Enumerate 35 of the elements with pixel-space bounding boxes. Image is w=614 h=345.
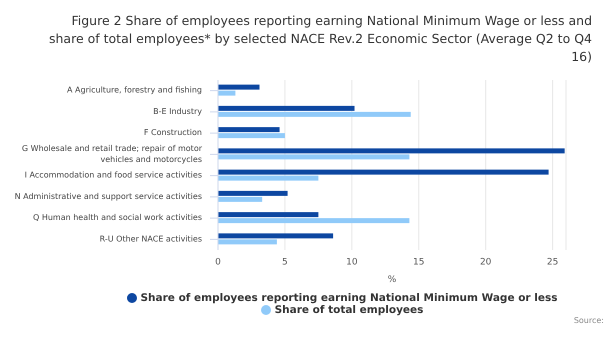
bar <box>218 148 565 154</box>
bar <box>218 233 334 238</box>
bar <box>218 90 236 96</box>
bar <box>218 112 411 117</box>
source-note: Source: <box>572 316 605 325</box>
y-tick-label: F Construction <box>144 128 202 138</box>
legend-label: Share of total employees <box>274 304 424 316</box>
y-tick-label: B-E Industry <box>153 107 202 116</box>
chart-title: Figure 2 Share of employees reporting earning National Minimum Wage or less and share of total employees* by selected NACE Rev.2 Economic Sector (Average Q2 to Q4 16) <box>48 12 593 66</box>
y-tick-label: R-U Other NACE activities <box>100 234 202 244</box>
x-tick-label: 10 <box>346 257 358 268</box>
y-tick-label: A Agriculture, forestry and fishing <box>67 86 202 95</box>
bar <box>218 190 288 196</box>
x-tick-label: 15 <box>413 257 424 268</box>
bar <box>218 196 262 202</box>
x-tick-label: 0 <box>215 257 222 268</box>
bar <box>218 218 410 224</box>
bar <box>218 133 285 138</box>
y-tick-label: I Accommodation and food service activities <box>24 170 202 180</box>
bar <box>218 154 410 160</box>
y-tick-label: Q Human health and social work activities <box>32 213 202 222</box>
bar <box>218 212 318 218</box>
x-tick-label: 20 <box>480 257 492 268</box>
bar <box>218 84 260 90</box>
legend-label: Share of employees reporting earning National Minimum Wage or less <box>140 292 558 304</box>
y-tick-label: G Wholesale and retail trade; repair of motor vehicles and motorcycles <box>22 144 203 164</box>
bar <box>218 127 280 132</box>
x-tick-label: 25 <box>546 257 558 268</box>
x-tick-label: 5 <box>282 257 288 268</box>
bar <box>218 176 318 181</box>
y-tick-label: N Administrative and support service activities <box>14 192 202 202</box>
bar <box>218 106 355 111</box>
bar <box>218 239 277 244</box>
x-axis-title: % <box>388 275 397 285</box>
bar <box>218 170 549 175</box>
